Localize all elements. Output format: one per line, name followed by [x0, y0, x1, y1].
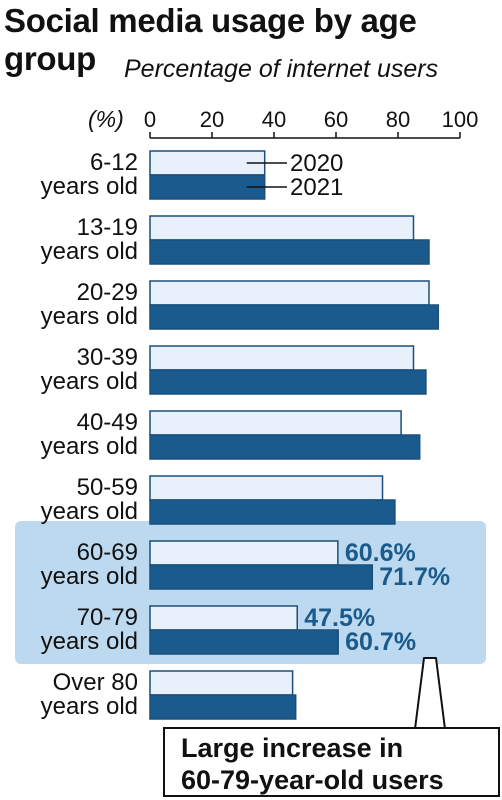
- category-label-line-2: years old: [41, 368, 138, 395]
- x-tick-label: 40: [262, 107, 286, 132]
- category-label-line-1: 50-59: [77, 474, 138, 501]
- x-tick-label: 20: [200, 107, 224, 132]
- bar-2021: [149, 499, 396, 525]
- bar-2021: [149, 629, 339, 655]
- bar-2020: [149, 410, 402, 436]
- bar-2020: [149, 345, 415, 371]
- bar-2020: [149, 280, 430, 306]
- callout-pointer: [414, 657, 446, 730]
- bar-2020: [149, 540, 339, 566]
- category-label-line-2: years old: [41, 433, 138, 460]
- category-label-line-1: 60-69: [77, 539, 138, 566]
- chart-title-line-2: group: [4, 40, 96, 77]
- bar-2021: [149, 434, 421, 460]
- x-tick-label: 80: [386, 107, 410, 132]
- bar-2021: [149, 694, 297, 720]
- bar-2021: [149, 304, 440, 330]
- bar-2020: [149, 605, 298, 631]
- data-label: 60.7%: [345, 628, 416, 656]
- category-label-line-1: 30-39: [77, 344, 138, 371]
- category-label-line-2: years old: [41, 173, 138, 200]
- bar-2020: [149, 670, 294, 696]
- chart-title: Social media usage by age group: [4, 2, 417, 78]
- category-label-line-1: 13-19: [77, 214, 138, 241]
- category-label-line-1: 70-79: [77, 604, 138, 631]
- bar-2020: [149, 475, 384, 501]
- category-label-line-2: years old: [41, 563, 138, 590]
- bar-2021: [149, 369, 427, 395]
- category-label-line-2: years old: [41, 238, 138, 265]
- callout-line-2: 60-79-year-old users: [181, 765, 444, 795]
- bar-2020: [149, 215, 415, 241]
- category-label-line-2: years old: [41, 693, 138, 720]
- bar-2021: [149, 564, 374, 590]
- category-label-line-2: years old: [41, 498, 138, 525]
- category-label-line-2: years old: [41, 303, 138, 330]
- x-tick-label: 0: [144, 107, 156, 132]
- category-label-line-2: years old: [41, 628, 138, 655]
- legend-label-2020: 2020: [290, 150, 343, 177]
- chart-title-line-1: Social media usage by age: [4, 2, 417, 39]
- x-tick-label: 60: [324, 107, 348, 132]
- data-label: 60.6%: [345, 539, 416, 567]
- axis-unit-label: (%): [88, 106, 124, 132]
- callout-box: Large increase in 60-79-year-old users: [163, 727, 500, 797]
- category-label-line-1: 20-29: [77, 279, 138, 306]
- data-label: 71.7%: [379, 563, 450, 591]
- x-tick-label: 100: [442, 107, 479, 132]
- category-label-line-1: Over 80: [53, 669, 138, 696]
- category-label-line-1: 6-12: [90, 149, 138, 176]
- bar-2021: [149, 174, 266, 200]
- highlight-band: [15, 521, 486, 664]
- callout-line-1: Large increase in: [181, 733, 404, 763]
- legend-label-2021: 2021: [290, 174, 343, 201]
- category-label-line-1: 40-49: [77, 409, 138, 436]
- data-label: 47.5%: [304, 604, 375, 632]
- bar-2021: [149, 239, 430, 265]
- chart-subtitle: Percentage of internet users: [124, 55, 439, 83]
